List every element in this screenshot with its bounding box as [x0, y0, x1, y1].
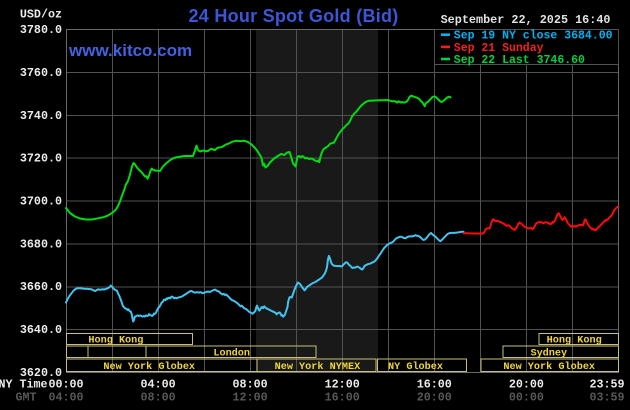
svg-text:3720.0: 3720.0 — [20, 152, 62, 166]
svg-text:Sep 19 NY close 3684.00: Sep 19 NY close 3684.00 — [454, 30, 613, 43]
svg-text:3760.0: 3760.0 — [20, 66, 62, 80]
svg-text:3640.0: 3640.0 — [20, 323, 62, 337]
svg-text:New York Globex: New York Globex — [503, 361, 595, 373]
svg-text:3780.0: 3780.0 — [20, 23, 62, 37]
svg-text:24 Hour Spot Gold (Bid): 24 Hour Spot Gold (Bid) — [189, 6, 399, 26]
svg-text:3740.0: 3740.0 — [20, 109, 62, 123]
svg-text:3680.0: 3680.0 — [20, 237, 62, 251]
svg-text:20:00: 20:00 — [417, 391, 452, 405]
svg-text:Hong Kong: Hong Kong — [547, 336, 602, 347]
svg-text:04:00: 04:00 — [141, 378, 176, 392]
svg-text:12:00: 12:00 — [233, 391, 268, 405]
svg-text:September 22, 2025 16:40: September 22, 2025 16:40 — [441, 13, 611, 27]
svg-text:23:59: 23:59 — [589, 378, 624, 392]
svg-text:08:00: 08:00 — [233, 378, 268, 392]
svg-text:16:00: 16:00 — [417, 378, 452, 392]
svg-text:03:59: 03:59 — [589, 391, 624, 405]
svg-text:04:00: 04:00 — [48, 391, 83, 405]
svg-text:3660.0: 3660.0 — [20, 280, 62, 294]
svg-text:08:00: 08:00 — [141, 391, 176, 405]
svg-text:12:00: 12:00 — [325, 378, 360, 392]
svg-text:New York NYMEX: New York NYMEX — [275, 361, 361, 373]
svg-text:New York Globex: New York Globex — [103, 361, 195, 373]
svg-text:USD/oz: USD/oz — [20, 8, 62, 22]
svg-text:3700.0: 3700.0 — [20, 195, 62, 209]
svg-text:GMT: GMT — [15, 391, 36, 405]
svg-text:Sep 21 Sunday: Sep 21 Sunday — [454, 42, 544, 55]
svg-text:NY Globex: NY Globex — [388, 361, 443, 373]
svg-text:3620.0: 3620.0 — [20, 366, 62, 380]
svg-text:Sep 22 Last 3746.60: Sep 22 Last 3746.60 — [454, 54, 585, 67]
svg-text:NY Time: NY Time — [0, 378, 48, 392]
svg-text:20:00: 20:00 — [509, 378, 544, 392]
svg-text:www.kitco.com: www.kitco.com — [68, 41, 192, 60]
svg-text:16:00: 16:00 — [325, 391, 360, 405]
svg-text:London: London — [213, 347, 250, 359]
svg-text:Hong Kong: Hong Kong — [88, 336, 143, 347]
svg-text:00:00: 00:00 — [509, 391, 544, 405]
svg-text:00:00: 00:00 — [48, 378, 83, 392]
svg-text:Sydney: Sydney — [530, 347, 567, 359]
